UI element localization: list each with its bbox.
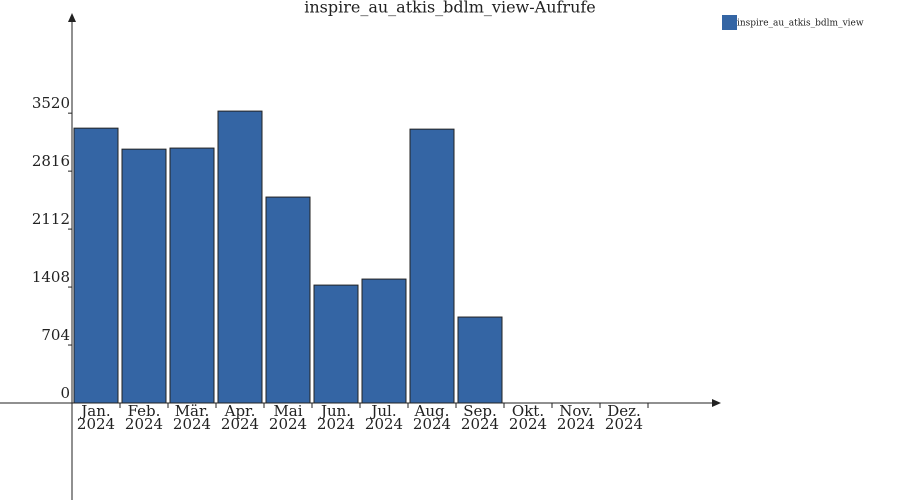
x-tick-label-line: Mär.: [175, 402, 210, 420]
bar: [457, 316, 503, 404]
bar: [121, 148, 167, 404]
x-tick-label-line: Jan.: [79, 402, 110, 420]
x-tick-label: Mär. 2024: [173, 402, 211, 433]
x-tick-label: Jun. 2024: [317, 402, 355, 433]
bar: [73, 127, 119, 404]
y-tick-label: 3520: [32, 94, 70, 112]
x-axis-arrow: [712, 399, 721, 407]
x-tick-label-line: 2024: [173, 415, 211, 433]
y-tick-label: 704: [41, 326, 70, 344]
y-axis-arrow: [68, 13, 76, 22]
x-tick-label-line: Nov.: [559, 402, 593, 420]
x-tick-label: Feb. 2024: [125, 402, 163, 433]
x-tick-label-line: Apr.: [224, 402, 256, 420]
x-tick-label: Jan. 2024: [77, 402, 115, 433]
x-tick-label: Okt. 2024: [509, 402, 547, 433]
x-tick-label-line: Jun.: [319, 402, 351, 420]
legend-label: inspire_au_atkis_bdlm_view: [737, 19, 864, 29]
x-tick-label-line: 2024: [269, 415, 307, 433]
x-tick-label-line: 2024: [77, 415, 115, 433]
x-tick-label-line: Mai: [273, 402, 302, 420]
x-tick-label-line: 2024: [413, 415, 451, 433]
x-tick-label-line: Sep.: [463, 402, 497, 420]
x-tick-label: Apr. 2024: [221, 402, 259, 433]
x-tick-label-line: 2024: [317, 415, 355, 433]
legend-swatch: [722, 15, 737, 30]
bar: [409, 128, 455, 404]
x-tick-label-line: 2024: [509, 415, 547, 433]
x-tick-label: Mai 2024: [269, 402, 307, 433]
x-tick-label-line: 2024: [125, 415, 163, 433]
y-tick-label: 2816: [32, 152, 70, 170]
y-tick-label: 0: [60, 384, 70, 402]
bar: [313, 284, 359, 404]
x-tick-label: Aug. 2024: [413, 402, 451, 433]
bar: [265, 196, 311, 404]
chart-title: inspire_au_atkis_bdlm_view-Aufrufe: [304, 0, 596, 17]
x-tick-label: Nov. 2024: [557, 402, 595, 433]
y-tick-label: 2112: [32, 210, 70, 228]
x-tick-label: Sep. 2024: [461, 402, 499, 433]
x-tick-label-line: 2024: [461, 415, 499, 433]
x-tick-label-line: 2024: [557, 415, 595, 433]
x-tick-label: Dez. 2024: [605, 402, 643, 433]
x-tick-label-line: 2024: [365, 415, 403, 433]
x-tick-label-line: Feb.: [128, 402, 161, 420]
bar: [217, 110, 263, 404]
x-tick-label-line: Aug.: [414, 402, 450, 420]
x-tick-label-line: 2024: [221, 415, 259, 433]
x-tick-label-line: Dez.: [607, 402, 641, 420]
x-tick-label: Jul. 2024: [365, 402, 403, 433]
x-tick-label-line: Jul.: [369, 402, 396, 420]
x-tick-label-line: 2024: [605, 415, 643, 433]
x-tick-label-line: Okt.: [512, 402, 544, 420]
bar: [361, 278, 407, 404]
y-tick-label: 1408: [32, 268, 70, 286]
bar: [169, 147, 215, 404]
